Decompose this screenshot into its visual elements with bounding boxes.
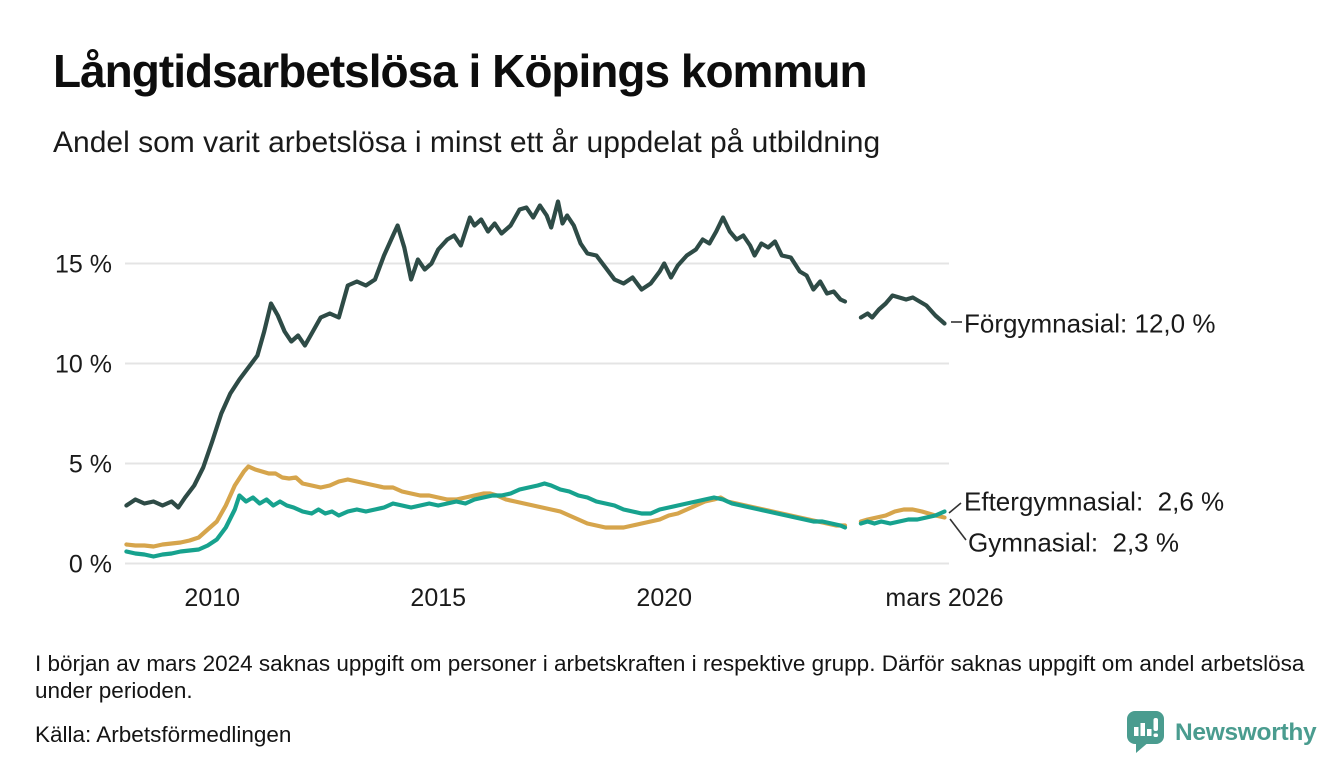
- svg-text:2020: 2020: [636, 584, 692, 612]
- series-end-label-forgymnasial: Förgymnasial: 12,0 %: [964, 308, 1216, 339]
- svg-text:5 %: 5 %: [69, 451, 112, 479]
- svg-text:mars 2026: mars 2026: [885, 584, 1003, 612]
- svg-text:15 %: 15 %: [55, 251, 112, 279]
- newsworthy-wordmark: Newsworthy: [1175, 719, 1317, 746]
- svg-text:2010: 2010: [184, 584, 240, 612]
- source-label: Källa: Arbetsförmedlingen: [35, 722, 292, 747]
- footnote: I början av mars 2024 saknas uppgift om …: [35, 651, 1305, 703]
- newsworthy-logo: Newsworthy: [1126, 710, 1317, 756]
- svg-text:0 %: 0 %: [69, 551, 112, 579]
- svg-text:10 %: 10 %: [55, 351, 112, 379]
- page-title: Långtidsarbetslösa i Köpings kommun: [53, 45, 868, 97]
- svg-text:2015: 2015: [410, 584, 466, 612]
- series-end-label-gymnasial: Gymnasial: 2,3 %: [968, 527, 1179, 558]
- series-end-label-eftergymnasial: Eftergymnasial: 2,6 %: [964, 486, 1225, 517]
- page-subtitle: Andel som varit arbetslösa i minst ett å…: [53, 126, 881, 159]
- newsworthy-bar-chart-bubble-icon: [1127, 711, 1164, 753]
